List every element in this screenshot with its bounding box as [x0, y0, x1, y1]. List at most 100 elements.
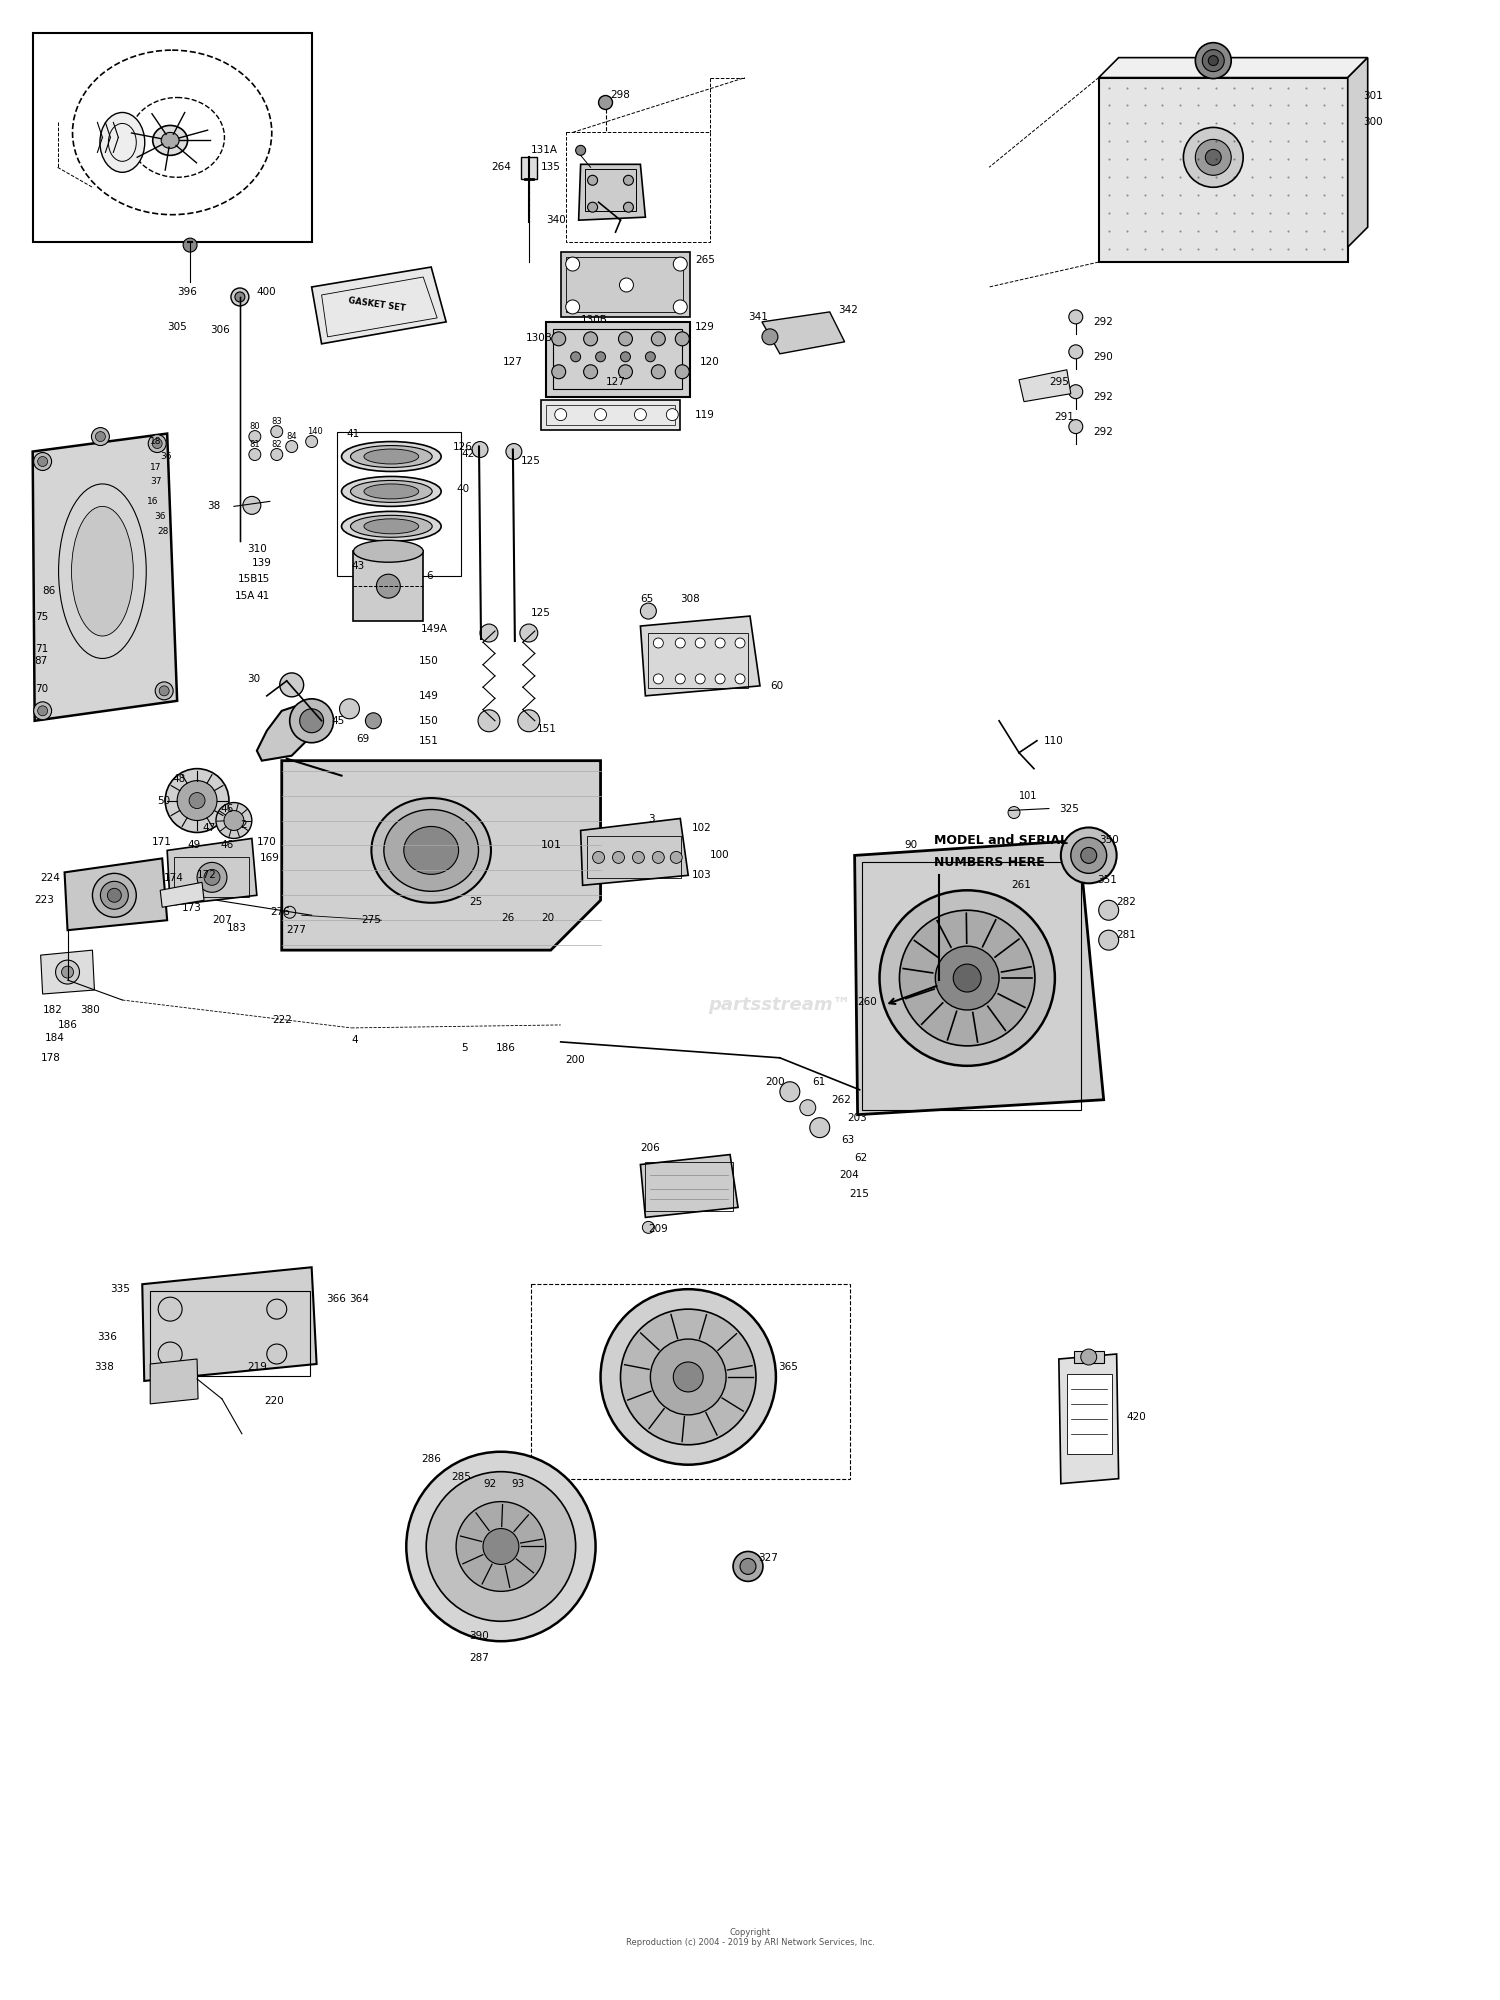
Circle shape: [670, 852, 682, 864]
Text: 219: 219: [248, 1362, 267, 1372]
Bar: [585, 170, 636, 212]
Text: 396: 396: [177, 286, 197, 296]
Text: 102: 102: [692, 824, 712, 834]
Circle shape: [675, 638, 686, 648]
Polygon shape: [1019, 370, 1071, 402]
Circle shape: [634, 408, 646, 420]
Polygon shape: [579, 164, 645, 220]
Text: 149: 149: [419, 690, 440, 700]
Text: 365: 365: [778, 1362, 798, 1372]
Bar: [546, 322, 690, 396]
Text: 215: 215: [849, 1190, 870, 1200]
Text: 338: 338: [94, 1362, 114, 1372]
Circle shape: [598, 96, 612, 110]
Circle shape: [189, 792, 206, 808]
Text: 61: 61: [812, 1076, 825, 1086]
Text: 172: 172: [196, 870, 217, 880]
Text: 260: 260: [858, 996, 877, 1006]
Circle shape: [694, 638, 705, 648]
Text: 30: 30: [248, 674, 259, 684]
Text: GASKET SET: GASKET SET: [346, 296, 405, 314]
Circle shape: [339, 698, 360, 718]
Text: 90: 90: [904, 840, 918, 850]
Circle shape: [588, 176, 597, 186]
Bar: [645, 1162, 734, 1212]
Text: 86: 86: [42, 586, 56, 596]
Polygon shape: [150, 1360, 198, 1404]
Text: 84: 84: [286, 432, 297, 442]
Text: 140: 140: [306, 428, 322, 436]
Text: 69: 69: [357, 734, 369, 744]
Circle shape: [1082, 1350, 1096, 1364]
Bar: [33, 32, 312, 242]
Text: 151: 151: [537, 724, 556, 734]
Text: 204: 204: [840, 1170, 860, 1180]
Text: 335: 335: [111, 1284, 130, 1294]
Polygon shape: [640, 616, 760, 696]
Text: 101: 101: [1019, 790, 1038, 800]
Circle shape: [879, 890, 1054, 1066]
Circle shape: [93, 874, 136, 918]
Ellipse shape: [372, 798, 490, 902]
Text: 261: 261: [1011, 880, 1031, 890]
Text: 207: 207: [211, 916, 231, 926]
Circle shape: [285, 440, 297, 452]
Circle shape: [618, 332, 633, 346]
Text: 222: 222: [272, 1014, 291, 1024]
Circle shape: [651, 1340, 726, 1414]
Circle shape: [154, 682, 172, 700]
Text: 287: 287: [470, 1654, 489, 1664]
Text: 125: 125: [520, 456, 540, 466]
Text: 380: 380: [81, 1004, 100, 1014]
Circle shape: [584, 364, 597, 378]
Text: 26: 26: [501, 914, 515, 924]
Text: 276: 276: [270, 908, 290, 918]
Polygon shape: [33, 434, 177, 720]
Polygon shape: [762, 312, 844, 354]
Text: 150: 150: [419, 656, 440, 666]
Bar: [542, 400, 681, 430]
Ellipse shape: [153, 126, 188, 156]
Circle shape: [376, 574, 400, 598]
Polygon shape: [855, 840, 1104, 1114]
Text: 275: 275: [362, 916, 381, 926]
Circle shape: [33, 452, 51, 470]
Bar: [861, 862, 1082, 1110]
Circle shape: [1070, 310, 1083, 324]
Circle shape: [780, 1082, 800, 1102]
Circle shape: [740, 1558, 756, 1574]
Text: 183: 183: [226, 924, 248, 934]
Text: 308: 308: [681, 594, 700, 604]
Circle shape: [183, 238, 196, 252]
Text: 110: 110: [1044, 736, 1064, 746]
Text: 15: 15: [256, 574, 270, 584]
Bar: [1074, 1352, 1104, 1362]
Text: 306: 306: [210, 324, 230, 334]
Circle shape: [952, 964, 981, 992]
Ellipse shape: [160, 132, 178, 148]
Polygon shape: [580, 818, 688, 886]
Polygon shape: [1059, 1354, 1119, 1484]
Text: 71: 71: [34, 644, 48, 654]
Text: NUMBERS HERE: NUMBERS HERE: [934, 856, 1046, 868]
Text: 6: 6: [426, 572, 433, 582]
Text: 366: 366: [327, 1294, 346, 1304]
Circle shape: [159, 686, 170, 696]
Text: 151: 151: [419, 736, 440, 746]
Bar: [1098, 78, 1348, 262]
Bar: [1066, 1374, 1112, 1454]
Text: 46: 46: [220, 840, 232, 850]
Bar: [150, 1292, 309, 1376]
Ellipse shape: [342, 476, 441, 506]
Text: 295: 295: [1048, 376, 1070, 386]
Text: 18: 18: [150, 438, 162, 446]
Text: 36: 36: [160, 452, 171, 462]
Text: 125: 125: [531, 608, 550, 618]
Circle shape: [612, 852, 624, 864]
Circle shape: [570, 352, 580, 362]
Circle shape: [177, 780, 218, 820]
Circle shape: [900, 910, 1035, 1046]
Circle shape: [520, 624, 538, 642]
Text: 83: 83: [272, 418, 282, 426]
Circle shape: [272, 426, 282, 438]
